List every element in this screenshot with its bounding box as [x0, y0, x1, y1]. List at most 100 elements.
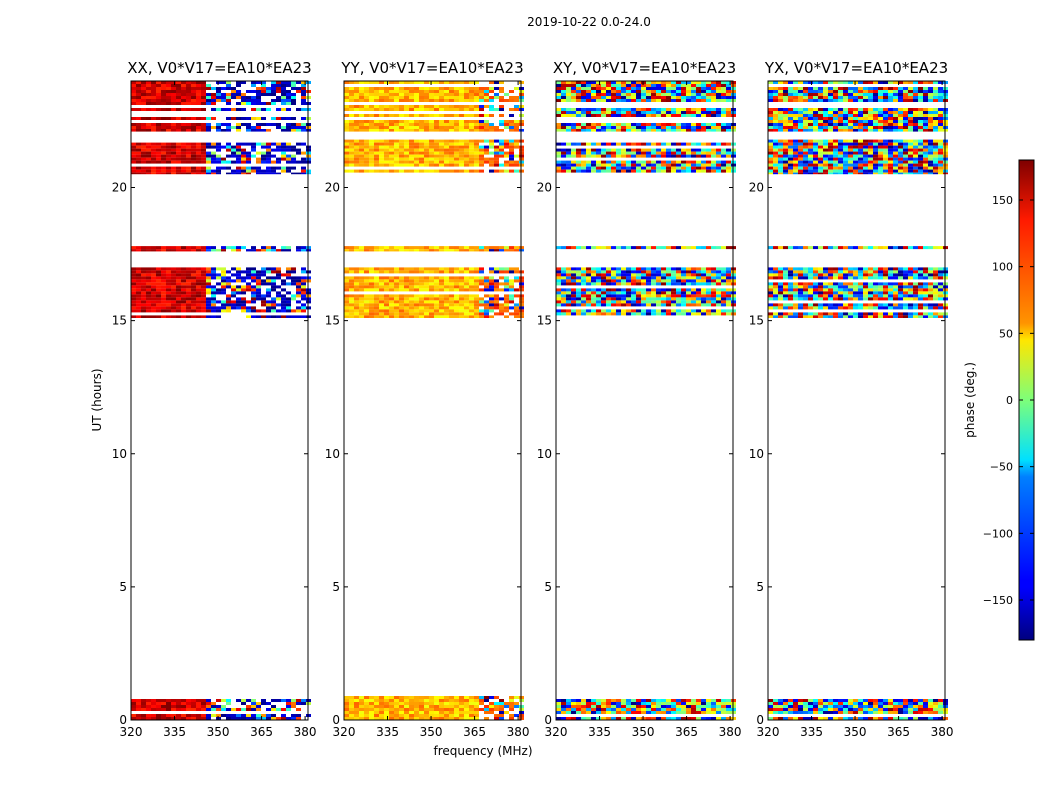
heatmap-cell	[301, 126, 306, 129]
heatmap-cell	[601, 300, 606, 304]
heatmap-cell	[611, 300, 616, 304]
heatmap-cell	[211, 249, 216, 252]
heatmap-cell	[161, 169, 166, 173]
heatmap-cell	[389, 139, 394, 143]
heatmap-cell	[581, 717, 586, 720]
heatmap-cell	[696, 108, 701, 111]
heatmap-cell	[626, 108, 631, 111]
heatmap-cell	[721, 166, 726, 170]
heatmap-cell	[646, 84, 651, 87]
heatmap-cell	[349, 711, 354, 714]
heatmap-cell	[706, 93, 711, 96]
heatmap-cell	[236, 270, 241, 274]
heatmap-cell	[146, 270, 151, 274]
heatmap-cell	[394, 129, 399, 132]
heatmap-cell	[414, 711, 419, 714]
heatmap-cell	[561, 93, 566, 96]
heatmap-cell	[364, 114, 369, 117]
heatmap-cell	[676, 163, 681, 167]
heatmap-cell	[611, 276, 616, 280]
heatmap-cell	[701, 129, 706, 132]
heatmap-cell	[696, 123, 701, 126]
heatmap-cell	[226, 282, 231, 286]
heatmap-cell	[424, 288, 429, 292]
heatmap-cell	[666, 294, 671, 298]
heatmap-cell	[251, 84, 256, 87]
heatmap-cell	[469, 696, 474, 699]
heatmap-cell	[201, 154, 206, 158]
heatmap-cell	[399, 108, 404, 111]
heatmap-cell	[196, 315, 201, 318]
heatmap-cell	[256, 315, 261, 318]
heatmap-cell	[464, 711, 469, 714]
heatmap-cell	[384, 711, 389, 714]
heatmap-cell	[181, 126, 186, 129]
heatmap-cell	[389, 285, 394, 289]
heatmap-cell	[434, 108, 439, 111]
heatmap-cell	[833, 708, 838, 711]
heatmap-cell	[359, 96, 364, 99]
heatmap-cell	[156, 126, 161, 129]
heatmap-cell	[286, 297, 291, 301]
heatmap-cell	[646, 151, 651, 155]
heatmap-cell	[556, 151, 561, 155]
heatmap-cell	[301, 151, 306, 155]
heatmap-cell	[611, 151, 616, 155]
heatmap-cell	[211, 702, 216, 705]
heatmap-cell	[611, 291, 616, 295]
heatmap-cell	[414, 279, 419, 283]
heatmap-cell	[641, 300, 646, 304]
heatmap-cell	[601, 312, 606, 316]
heatmap-cell	[301, 309, 306, 313]
heatmap-cell	[379, 123, 384, 126]
heatmap-cell	[676, 84, 681, 87]
heatmap-cell	[414, 96, 419, 99]
heatmap-cell	[711, 297, 716, 301]
heatmap-cell	[211, 273, 216, 277]
heatmap-cell	[161, 315, 166, 318]
heatmap-cell	[489, 282, 494, 286]
heatmap-cell	[251, 246, 256, 250]
heatmap-cell	[591, 246, 596, 250]
heatmap-cell	[364, 126, 369, 129]
heatmap-cell	[479, 246, 484, 250]
heatmap-cell	[514, 145, 519, 149]
heatmap-cell	[484, 696, 489, 699]
heatmap-cell	[201, 81, 206, 84]
heatmap-cell	[146, 151, 151, 155]
heatmap-cell	[201, 129, 206, 132]
heatmap-cell	[374, 705, 379, 708]
heatmap-cell	[793, 717, 798, 720]
heatmap-cell	[146, 288, 151, 292]
heatmap-cell	[394, 696, 399, 699]
heatmap-cell	[626, 279, 631, 283]
heatmap-cell	[136, 93, 141, 96]
heatmap-cell	[379, 699, 384, 702]
heatmap-cell	[716, 148, 721, 152]
heatmap-cell	[848, 708, 853, 711]
heatmap-cell	[591, 297, 596, 301]
heatmap-cell	[251, 297, 256, 301]
heatmap-cell	[236, 699, 241, 702]
heatmap-cell	[301, 160, 306, 164]
heatmap-cell	[858, 702, 863, 705]
heatmap-cell	[429, 126, 434, 129]
heatmap-cell	[626, 87, 631, 90]
heatmap-cell	[191, 267, 196, 271]
heatmap-cell	[833, 711, 838, 714]
heatmap-cell	[681, 273, 686, 277]
heatmap-cell	[843, 699, 848, 702]
heatmap-cell	[681, 129, 686, 132]
heatmap-cell	[291, 157, 296, 161]
heatmap-cell	[434, 267, 439, 271]
heatmap-cell	[908, 711, 913, 714]
heatmap-cell	[469, 157, 474, 161]
heatmap-cell	[281, 315, 286, 318]
heatmap-cell	[181, 288, 186, 292]
heatmap-cell	[721, 84, 726, 87]
heatmap-cell	[721, 288, 726, 292]
heatmap-cell	[656, 273, 661, 277]
heatmap-cell	[701, 126, 706, 129]
heatmap-cell	[419, 699, 424, 702]
heatmap-cell	[706, 126, 711, 129]
